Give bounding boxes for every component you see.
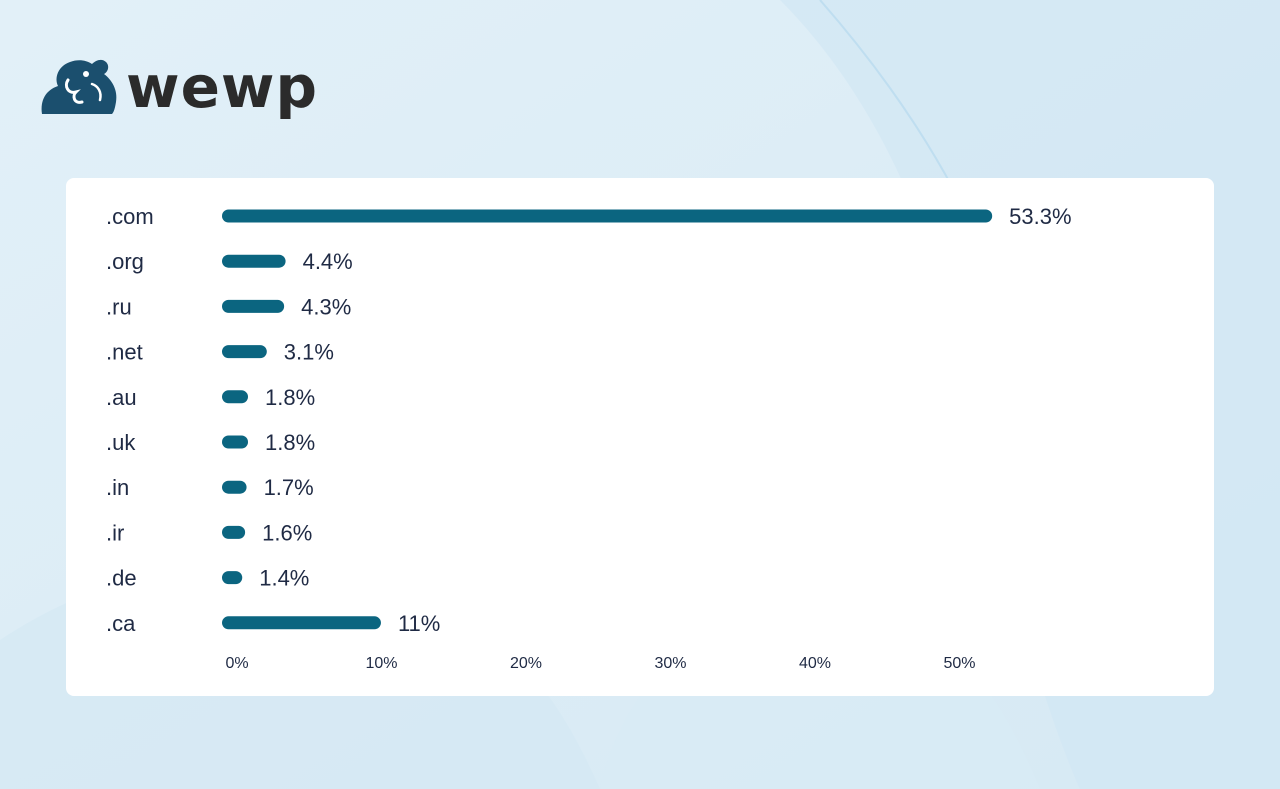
bar[interactable]	[222, 390, 249, 404]
tld-bar-chart: .com 53.3% .org 4.4% .ru 4.3% .net 3.1% .au 1.8%.…	[106, 204, 1072, 672]
bar[interactable]	[222, 299, 285, 313]
value-label: 1.6%	[262, 520, 312, 545]
bar[interactable]	[222, 480, 247, 494]
category-label: .de	[106, 566, 137, 591]
x-tick-label: 10%	[365, 655, 397, 672]
value-label: 1.7%	[264, 475, 314, 500]
value-label: 3.1%	[284, 340, 334, 365]
value-label: 4.4%	[303, 249, 353, 274]
category-label: .uk	[106, 430, 136, 455]
bar[interactable]	[222, 254, 286, 268]
value-label: 1.8%	[265, 385, 315, 410]
bar[interactable]	[222, 435, 249, 449]
x-tick-label: 40%	[799, 655, 831, 672]
x-tick-label: 0%	[225, 655, 248, 672]
x-tick-label: 20%	[510, 655, 542, 672]
x-tick-label: 30%	[654, 655, 686, 672]
category-label: .ru	[106, 294, 132, 319]
value-label: 1.8%	[265, 430, 315, 455]
bar[interactable]	[222, 616, 381, 630]
chart-card: .com 53.3% .org 4.4% .ru 4.3% .net 3.1% .au 1.8%.…	[66, 178, 1214, 696]
category-label: .in	[106, 475, 129, 500]
category-label: .ir	[106, 520, 124, 545]
elephant-icon	[41, 59, 117, 114]
brand-logo[interactable]: wewp	[38, 56, 318, 118]
x-tick-label: 50%	[943, 655, 975, 672]
category-label: .org	[106, 249, 144, 274]
category-label: .com	[106, 204, 154, 229]
bar[interactable]	[222, 571, 243, 585]
value-label: 53.3%	[1009, 204, 1071, 229]
category-label: .au	[106, 385, 137, 410]
bar[interactable]	[222, 345, 267, 359]
bar[interactable]	[222, 525, 246, 539]
bar[interactable]	[222, 209, 993, 223]
value-label: 11%	[398, 611, 440, 636]
value-label: 4.3%	[301, 294, 351, 319]
value-label: 1.4%	[259, 566, 309, 591]
brand-name: wewp	[126, 53, 319, 121]
category-label: .net	[106, 340, 143, 365]
category-label: .ca	[106, 611, 136, 636]
